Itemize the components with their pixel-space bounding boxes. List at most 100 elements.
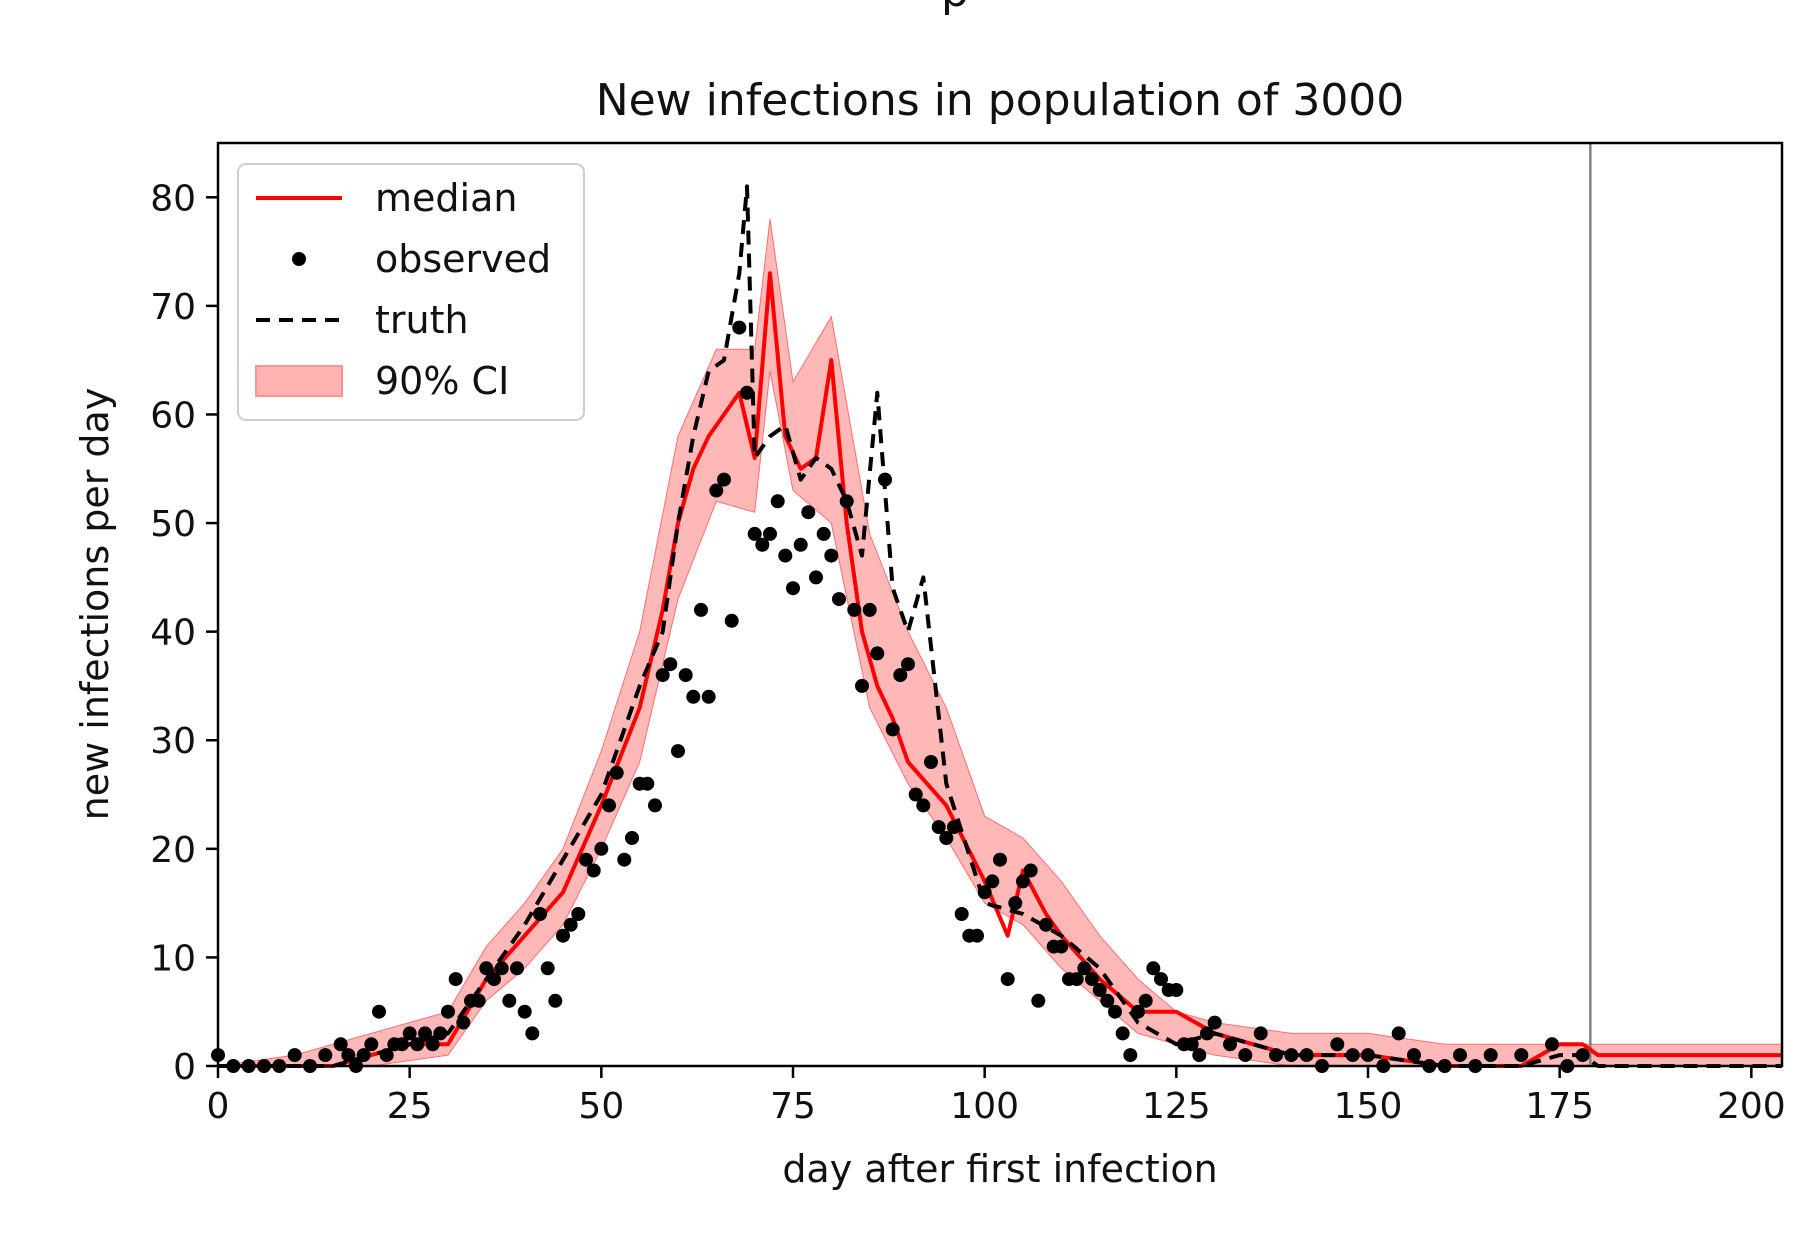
observed-point [1253,1026,1268,1041]
observed-point [1483,1048,1498,1063]
observed-point [441,1004,455,1019]
observed-point [1575,1048,1590,1063]
observed-point [701,689,716,704]
observed-point [763,526,777,541]
observed-point [862,602,877,617]
observed-point [985,874,1000,889]
observed-point [418,1026,432,1041]
observed-point [809,570,823,585]
observed-point [456,1015,471,1030]
observed-point [1115,1026,1130,1041]
observed-point [318,1048,333,1063]
observed-point [755,537,770,552]
observed-point [993,852,1007,867]
observed-point [916,798,931,813]
observed-point [931,820,946,835]
observed-point [341,1048,356,1063]
observed-point [333,1037,348,1052]
observed-point [1514,1048,1529,1063]
observed-point [625,831,639,845]
observed-point [1391,1026,1406,1041]
x-tick-label: 50 [578,1086,624,1127]
plot-layers [211,143,1783,1073]
y-tick-label: 80 [150,178,196,219]
observed-point [1039,917,1053,932]
observed-point [954,907,969,921]
observed-point [901,657,915,672]
observed-point [502,993,517,1008]
observed-point [970,928,984,943]
observed-point [356,1048,371,1063]
legend-box [237,163,585,421]
y-tick-label: 0 [173,1047,196,1088]
observed-point [609,765,624,780]
observed-point [563,917,578,932]
observed-point [824,548,839,563]
observed-point [947,820,961,835]
truth-line [218,184,1782,1068]
observed-point [1023,863,1038,878]
observed-point [579,852,593,867]
observed-point [1269,1048,1283,1063]
observed-point [686,689,701,704]
x-tick-label: 100 [950,1086,1019,1127]
observed-point [832,592,846,607]
x-axis: 0 25 50 75 100 125 150 175 200 [207,1066,1786,1127]
x-tick-label: 200 [1717,1086,1786,1127]
observed-point [1016,874,1030,889]
observed-point [1100,993,1115,1008]
observed-point [1054,939,1069,954]
y-tick-label: 70 [150,287,196,328]
observed-point [1077,961,1092,976]
observed-point [548,993,563,1008]
observed-point [1200,1026,1214,1041]
observed-point [977,885,992,900]
observed-point [479,961,494,976]
observed-point [494,961,509,976]
legend-observed-label: observed [375,237,551,281]
observed-point [709,483,724,498]
observed-point [893,668,908,683]
observed-point [747,526,762,541]
observed-point [924,755,938,769]
observed-point [724,613,739,628]
y-tick-label: 50 [150,504,196,545]
observed-point [1299,1048,1314,1063]
observed-point [1407,1048,1421,1063]
x-tick-label: 75 [770,1086,816,1127]
observed-point [878,472,892,487]
observed-point [1031,993,1046,1008]
observed-point [847,602,862,617]
observed-point [1545,1037,1559,1052]
observed-point [1207,1015,1222,1030]
observed-point [801,505,816,520]
observed-point [1131,1004,1145,1019]
observed-point [1008,896,1023,911]
observed-point [402,1026,417,1041]
observed-points [211,320,1590,1073]
observed-point [395,1037,409,1052]
x-tick-label: 175 [1525,1086,1594,1127]
observed-point [839,494,854,509]
observed-point [778,548,793,563]
y-tick-label: 20 [150,830,196,871]
observed-point [1330,1037,1345,1052]
legend: median observed truth 90% CI [237,163,585,421]
observed-point [433,1026,448,1041]
observed-point [525,1026,540,1041]
observed-point [1345,1048,1360,1063]
observed-point [770,494,785,509]
y-tick-label: 60 [150,395,196,436]
observed-point [663,657,678,672]
legend-ci-label: 90% CI [375,359,509,403]
legend-median-label: median [375,176,517,220]
legend-observed-swatch [292,252,306,266]
observed-point [1154,972,1168,987]
observed-point [602,798,616,813]
observed-point [1146,961,1161,976]
observed-point [1223,1037,1237,1052]
observed-point [1453,1048,1467,1063]
top-clipped-text: p [941,0,969,17]
x-tick-label: 0 [207,1086,230,1127]
